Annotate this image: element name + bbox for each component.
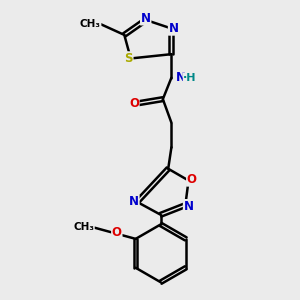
Text: O: O: [129, 97, 139, 110]
Text: O: O: [187, 173, 197, 186]
Text: ·H: ·H: [183, 73, 197, 83]
Text: S: S: [124, 52, 133, 65]
Text: N: N: [141, 12, 151, 25]
Text: CH₃: CH₃: [73, 222, 94, 232]
Text: N: N: [169, 22, 178, 35]
Text: N: N: [176, 71, 186, 84]
Text: N: N: [129, 195, 139, 208]
Text: CH₃: CH₃: [80, 19, 101, 29]
Text: O: O: [112, 226, 122, 239]
Text: N: N: [184, 200, 194, 213]
